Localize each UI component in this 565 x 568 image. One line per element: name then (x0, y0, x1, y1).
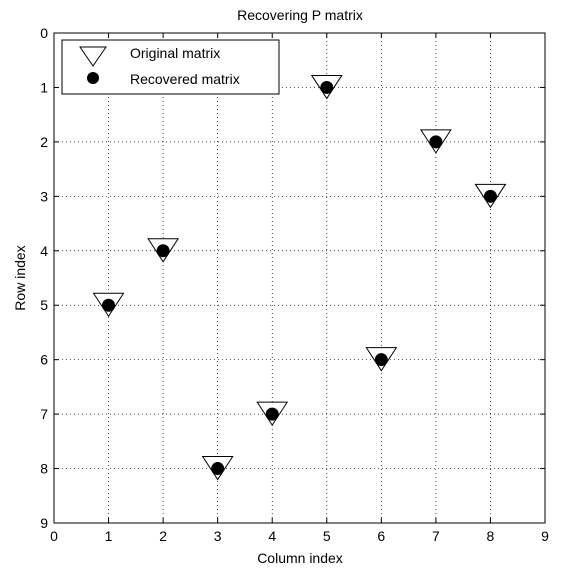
axis-ticks (53, 32, 546, 524)
plot-frame (53, 32, 546, 524)
legend-triangle-down-icon (79, 46, 107, 67)
y-tick-label: 4 (40, 243, 48, 259)
x-axis-title: Column index (257, 550, 343, 566)
y-axis-title: Row index (12, 245, 28, 310)
legend-label-original: Original matrix (130, 45, 220, 61)
x-tick-label: 5 (323, 528, 331, 544)
x-tick-label: 0 (50, 528, 58, 544)
y-tick-label: 6 (40, 352, 48, 368)
x-tick-label: 7 (432, 528, 440, 544)
x-tick-label: 6 (377, 528, 385, 544)
data-markers (92, 74, 507, 481)
recovered-matrix-point (265, 407, 279, 421)
x-tick-label: 3 (214, 528, 222, 544)
y-tick-label: 0 (40, 25, 48, 41)
y-tick-label: 2 (40, 134, 48, 150)
recovered-matrix-point (102, 298, 116, 312)
legend: Original matrix Recovered matrix (61, 39, 280, 95)
x-tick-label: 9 (541, 528, 549, 544)
grid-lines (54, 33, 545, 523)
x-tick-label: 8 (487, 528, 495, 544)
recovered-matrix-point (211, 462, 225, 476)
y-tick-label: 9 (40, 515, 48, 531)
y-tick-label: 3 (40, 188, 48, 204)
y-tick-label: 1 (40, 79, 48, 95)
x-tick-label: 2 (159, 528, 167, 544)
legend-filled-circle-icon (87, 72, 99, 84)
y-tick-label: 8 (40, 461, 48, 477)
recovered-matrix-point (429, 135, 443, 149)
recovered-matrix-point (374, 353, 388, 367)
x-tick-label: 4 (268, 528, 276, 544)
chart-title: Recovering P matrix (237, 7, 363, 23)
y-tick-label: 7 (40, 406, 48, 422)
y-tick-label: 5 (40, 297, 48, 313)
x-tick-label: 1 (105, 528, 113, 544)
legend-label-recovered: Recovered matrix (130, 71, 240, 87)
recovered-matrix-point (483, 189, 497, 203)
recovered-matrix-point (156, 244, 170, 258)
recovered-matrix-point (320, 80, 334, 94)
